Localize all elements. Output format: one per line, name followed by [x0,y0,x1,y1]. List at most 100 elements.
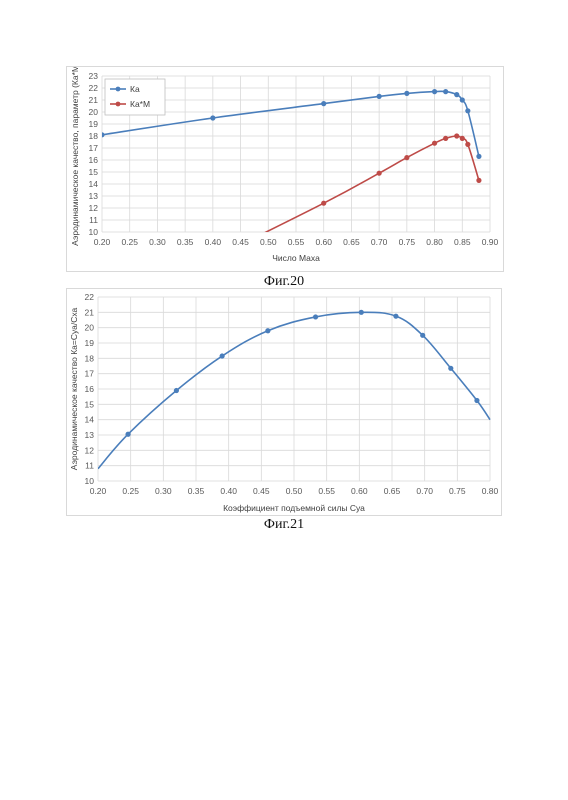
x-tick-label: 0.70 [416,486,433,496]
y-tick-label: 17 [85,369,95,379]
legend-label: Ка*М [130,99,150,109]
gridlines [97,296,491,482]
y-tick-label: 18 [85,353,95,363]
x-tick-label: 0.60 [351,486,368,496]
chart-20: 10 11 12 13 14 15 16 17 18 19 20 21 22 23 0.20 0.25 0.30… [70,62,499,263]
x-tick-label: 0.75 [399,237,416,247]
x-tick-label: 0.70 [371,237,388,247]
data-point [454,133,460,139]
data-point [376,170,382,176]
data-point [420,332,426,338]
data-point [376,93,382,99]
chart-21-frame: 10 11 12 13 14 15 16 17 18 19 20 21 22 0.20 0.25 0.30 0.… [66,288,502,516]
plot-area [98,309,491,470]
data-point [210,256,215,261]
x-tick-label: 0.55 [288,237,305,247]
y-tick-label: 11 [89,215,98,225]
series-line-1 [98,311,491,470]
x-tick-label: 0.65 [384,486,401,496]
x-tick-label: 0.35 [188,486,205,496]
y-tick-label: 10 [85,476,95,486]
x-tick-label: 0.75 [449,486,466,496]
x-tick-label: 0.30 [149,237,166,247]
y-tick-label: 12 [85,445,95,455]
y-tick-label: 20 [89,107,99,117]
x-axis-label: Число Маха [272,253,320,263]
data-point [454,92,460,98]
x-tick-label: 0.55 [318,486,335,496]
data-point [404,155,410,161]
y-tick-label: 18 [89,131,99,141]
y-tick-label: 22 [89,83,99,93]
x-tick-label: 0.50 [286,486,303,496]
data-point [173,387,179,394]
data-point [321,101,327,107]
data-point [459,97,465,103]
y-tick-label: 10 [89,227,99,237]
x-tick-label: 0.20 [94,237,111,247]
y-tick-label: 19 [89,119,99,129]
x-tick-label: 0.35 [177,237,194,247]
x-tick-label: 0.25 [121,237,138,247]
legend-marker [115,101,121,107]
data-point [465,141,471,147]
data-point [431,140,438,146]
x-tick-label: 0.45 [232,237,249,247]
y-tick-label: 16 [89,155,99,165]
y-tick-label: 15 [89,167,99,177]
y-tick-label: 19 [85,338,95,348]
y-tick-label: 23 [89,71,99,81]
data-point [125,431,131,437]
chart-20-frame: 10 11 12 13 14 15 16 17 18 19 20 21 22 23 0.20 0.25 0.30… [66,62,504,272]
data-point [448,365,454,371]
data-point [476,153,482,159]
legend-box [104,78,166,116]
y-tick-label: 13 [85,430,95,440]
x-axis-label: Коэффициент подъемной силы Суа [223,503,365,513]
x-tick-label: 0.45 [253,486,270,496]
data-point [459,135,465,141]
x-tick-label: 0.60 [315,237,332,247]
legend-marker [115,86,121,92]
data-point [210,115,216,121]
data-point [102,132,105,138]
data-point [443,135,449,141]
y-tick-label: 16 [85,384,95,394]
x-tick-label: 0.65 [343,237,360,247]
data-point [393,313,399,319]
x-tick-label: 0.40 [205,237,222,247]
y-tick-label: 14 [85,415,95,425]
data-point [404,90,410,96]
data-point [219,353,225,359]
data-point [465,108,471,114]
figure-21-caption: Фиг.21 [263,517,305,532]
y-tick-label: 20 [85,323,95,333]
x-tick-label: 0.20 [90,486,107,496]
y-tick-label: 22 [85,292,95,302]
data-point [265,328,271,334]
figure-20-caption: Фиг.20 [263,274,305,289]
x-tick-label: 0.80 [426,237,443,247]
y-tick-label: 14 [89,179,99,189]
y-tick-label: 12 [89,203,99,213]
data-point [312,314,319,320]
x-tick-label: 0.30 [155,486,172,496]
y-tick-label: 21 [85,307,95,317]
data-point [474,397,480,404]
x-tick-label: 0.90 [482,237,499,247]
data-point [358,309,364,315]
x-tick-label: 0.80 [482,486,499,496]
gridlines [101,75,491,233]
chart-21: 10 11 12 13 14 15 16 17 18 19 20 21 22 0.20 0.25 0.30 0.… [69,292,499,513]
data-point [443,89,449,95]
y-axis-label: Аэродинамическое качество, параметр (Ка*… [70,67,80,246]
data-point [431,89,438,95]
y-tick-label: 17 [89,143,99,153]
x-tick-label: 0.50 [260,237,277,247]
legend-label: Ка [130,84,140,94]
y-axis-label: Аэродинамическое качество Ка=Суа/Сха [69,307,79,470]
data-point [321,200,327,206]
y-tick-label: 21 [89,95,99,105]
data-point [476,177,482,183]
legend: Ка Ка*М [104,78,166,116]
